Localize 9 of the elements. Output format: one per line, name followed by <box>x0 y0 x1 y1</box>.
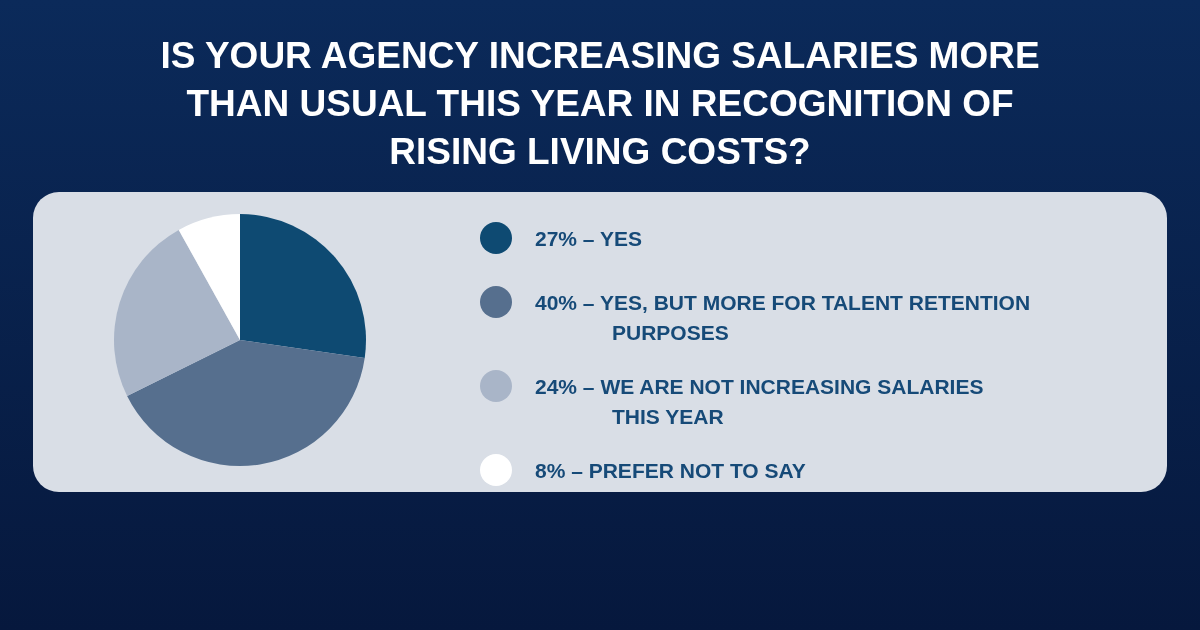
chart-title: IS YOUR AGENCY INCREASING SALARIES MORE THAN USUAL THIS YEAR IN RECOGNITION OF RISING LIVING COSTS? <box>160 35 1040 172</box>
legend-label: 24% – WE ARE NOT INCREASING SALARIES THIS YEAR <box>535 375 984 428</box>
pie-slice <box>127 340 365 466</box>
legend-label: 8% – PREFER NOT TO SAY <box>535 459 806 482</box>
legend-label: 27% – YES <box>535 227 643 250</box>
pie-slice <box>240 214 366 358</box>
pie-slice <box>178 214 240 340</box>
pie-slice <box>114 229 240 396</box>
legend-label: 40% – YES, BUT MORE FOR TALENT RETENTION PURPOSES <box>535 291 1031 344</box>
